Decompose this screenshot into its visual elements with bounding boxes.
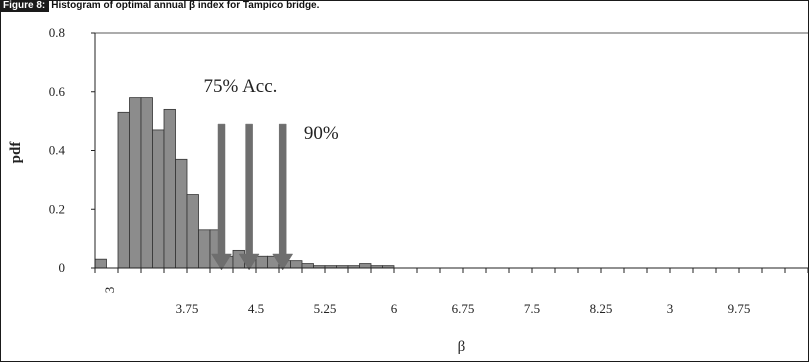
figure-caption-text: Histogram of optimal annual β index for … <box>51 0 320 11</box>
x-tick-label: 3 <box>102 287 117 294</box>
x-tick-label: 4.5 <box>248 301 264 316</box>
chart-annotation: 75% Acc. <box>204 76 278 97</box>
histogram-bar <box>140 97 153 269</box>
x-tick-label: 7.5 <box>524 301 540 316</box>
x-tick-label: 8.25 <box>590 301 613 316</box>
threshold-arrow <box>272 123 294 271</box>
x-axis-title: β <box>458 339 466 355</box>
threshold-arrow <box>238 123 260 271</box>
histogram-bar <box>175 158 188 269</box>
chart-annotation: 90% <box>304 123 339 144</box>
chart-labels: 0 0.2 0.4 0.6 0.8 3 3.75 4.5 5.25 6 6.75 7.5 8.25 3 9.… <box>8 25 750 355</box>
histogram-bar <box>359 263 372 269</box>
x-tick-label: 6 <box>391 301 398 316</box>
histogram-bar <box>301 263 314 269</box>
histogram-bar <box>255 255 268 269</box>
histogram-bar <box>117 111 130 269</box>
histogram-bar <box>152 129 165 269</box>
figure-label: Figure 8: <box>0 0 50 12</box>
threshold-arrow <box>211 123 232 271</box>
histogram-bar <box>290 260 303 269</box>
histogram-bar <box>198 229 211 269</box>
threshold-arrows <box>211 123 294 271</box>
x-tick-label: 9.75 <box>728 301 751 316</box>
histogram-bar <box>186 194 199 269</box>
x-tick-label: 6.75 <box>452 301 475 316</box>
y-tick-label: 0.8 <box>49 25 65 40</box>
histogram-bar <box>129 97 142 269</box>
histogram-bar <box>163 108 176 269</box>
y-tick-label: 0.2 <box>49 201 65 216</box>
y-tick-label: 0.4 <box>49 143 66 158</box>
histogram-bar <box>94 258 107 269</box>
y-tick-label: 0.6 <box>49 84 66 99</box>
x-tick-label: 5.25 <box>314 301 337 316</box>
y-axis-title: pdf <box>8 141 24 164</box>
chart-axes <box>91 32 809 273</box>
histogram-bars <box>94 97 395 269</box>
x-tick-label: 3.75 <box>176 301 199 316</box>
y-tick-label: 0 <box>59 260 66 275</box>
x-tick-label: 3 <box>667 301 674 316</box>
figure-caption: Figure 8: Histogram of optimal annual β i… <box>0 0 809 12</box>
